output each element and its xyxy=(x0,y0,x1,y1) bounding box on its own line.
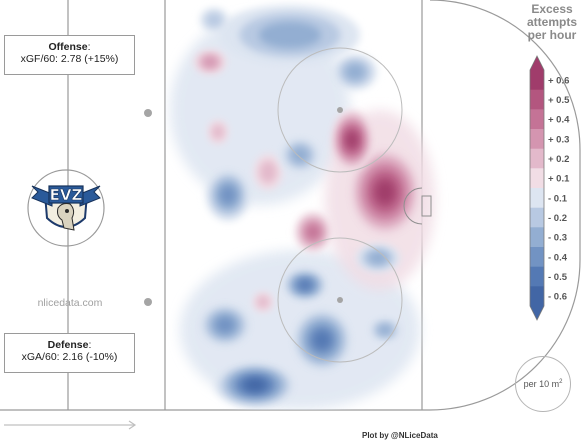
colorbar-segment-3 xyxy=(530,129,544,150)
legend-title: Excess attempts per hour xyxy=(520,3,582,42)
heat-lower-center-0-level-5 xyxy=(313,330,331,350)
colorbar-tick-label: + 0.2 xyxy=(548,154,569,165)
heat-slot-left-top-0-level-3 xyxy=(345,64,365,80)
colorbar-tick-label: - 0.6 xyxy=(548,292,567,303)
heat-upper-left-spot-0-level-3 xyxy=(202,56,218,68)
heat-crease-right-0-level-6 xyxy=(376,181,394,203)
faceoff-dots xyxy=(144,107,343,306)
colorbar-tick-label: - 0.2 xyxy=(548,213,567,224)
colorbar-tick-label: - 0.1 xyxy=(548,193,568,204)
zone-lines xyxy=(277,47,432,363)
heat-mid-left-spot-0-level-2 xyxy=(259,160,277,184)
colorbar-segment-4 xyxy=(530,148,544,169)
defense-stat: xGA/60: 2.16 (-10%) xyxy=(21,351,118,363)
colorbar-tick-label: + 0.6 xyxy=(548,75,569,86)
heat-below-crease-spot-0-level-4 xyxy=(306,225,320,239)
offense-title: Offense xyxy=(48,41,88,53)
heat-lower-right-spot-0-level-3 xyxy=(377,324,393,336)
colorbar-tick-label: + 0.4 xyxy=(548,115,570,126)
legend-title-line-3: per hour xyxy=(527,28,577,42)
heat-lower-center-1-level-5 xyxy=(298,280,312,290)
legend-title-line-2: attempts xyxy=(526,15,577,29)
evz-logo: EVZ xyxy=(31,185,101,231)
colorbar-tick-label: - 0.3 xyxy=(548,233,567,244)
defense-colon: : xyxy=(88,339,92,351)
heat-top-upper-left-0-level-2 xyxy=(205,12,223,28)
color-legend: + 0.6 + 0.5 + 0.4 + 0.3 + 0.2 + 0.1 - 0.1 - 0.2… xyxy=(529,55,570,321)
neutral-dot-bottom xyxy=(144,298,152,306)
zone-dot-top xyxy=(337,107,343,113)
heat-mid-blue-right-0-level-3 xyxy=(291,147,309,163)
heatmap-layer xyxy=(170,5,435,410)
legend-title-line-1: Excess xyxy=(531,2,573,16)
heat-bottom-left-0-level-6 xyxy=(245,379,265,391)
offense-stat: xGF/60: 2.78 (+15%) xyxy=(20,53,119,65)
rink-boards xyxy=(0,0,581,411)
colorbar-segment-5 xyxy=(530,168,544,189)
colorbar-segment-1 xyxy=(530,89,544,110)
colorbar-segment-11 xyxy=(530,286,544,307)
colorbar-segment-6 xyxy=(530,188,544,209)
colorbar-tick-label: - 0.4 xyxy=(548,252,568,263)
colorbar-segment-9 xyxy=(530,247,544,268)
center-faceoff-circle xyxy=(27,169,105,247)
faceoff-circle-bottom xyxy=(277,237,403,363)
goal-net xyxy=(421,195,432,217)
defense-title: Defense xyxy=(47,339,89,351)
zone-dot-bottom xyxy=(337,297,343,303)
offense-colon: : xyxy=(87,41,91,53)
plot-credit: Plot by @NLiceData xyxy=(362,431,438,440)
colorbar-tick-label: + 0.3 xyxy=(548,134,569,145)
colorbar-segment-2 xyxy=(530,109,544,130)
direction-arrow xyxy=(4,420,137,430)
per-unit-label: per 10 m2 xyxy=(524,379,563,389)
colorbar-outline xyxy=(529,55,545,321)
colorbar-tick-label: - 0.5 xyxy=(548,272,568,283)
colorbar-tick-label: + 0.5 xyxy=(548,95,570,106)
goal-crease xyxy=(403,187,423,225)
defense-box: Defense: xGA/60: 2.16 (-10%) xyxy=(4,333,135,373)
heat-lower-left-0-level-4 xyxy=(216,317,234,333)
colorbar-tick-label: + 0.1 xyxy=(548,174,570,185)
heat-lower-left-spot-0-level-2 xyxy=(256,295,270,309)
faceoff-circle-top xyxy=(277,47,403,173)
logo-text: EVZ xyxy=(50,186,83,204)
heat-mid-left-spot-1-level-2 xyxy=(211,124,225,140)
heat-mid-left-blue-0-level-4 xyxy=(220,186,236,204)
colorbar-bottom-arrow xyxy=(530,306,544,320)
per-unit-prefix: per 10 m xyxy=(523,379,560,389)
colorbar-segment-10 xyxy=(530,266,544,287)
per-unit-circle: per 10 m2 xyxy=(515,356,571,412)
colorbar-segment-7 xyxy=(530,207,544,228)
colorbar-top-arrow xyxy=(530,56,544,70)
heat-top-center-0-level-3 xyxy=(258,21,322,49)
heat-crease-right-1-level-6 xyxy=(347,132,357,148)
colorbar-segment-0 xyxy=(530,70,544,91)
colorbar-segment-8 xyxy=(530,227,544,248)
heat-right-mid-blue-0-level-3 xyxy=(368,251,388,265)
watermark: nlicedata.com xyxy=(37,297,103,309)
neutral-dot-top xyxy=(144,109,152,117)
per-unit-exp: 2 xyxy=(559,379,563,385)
offense-box: Offense: xGF/60: 2.78 (+15%) xyxy=(4,35,135,75)
